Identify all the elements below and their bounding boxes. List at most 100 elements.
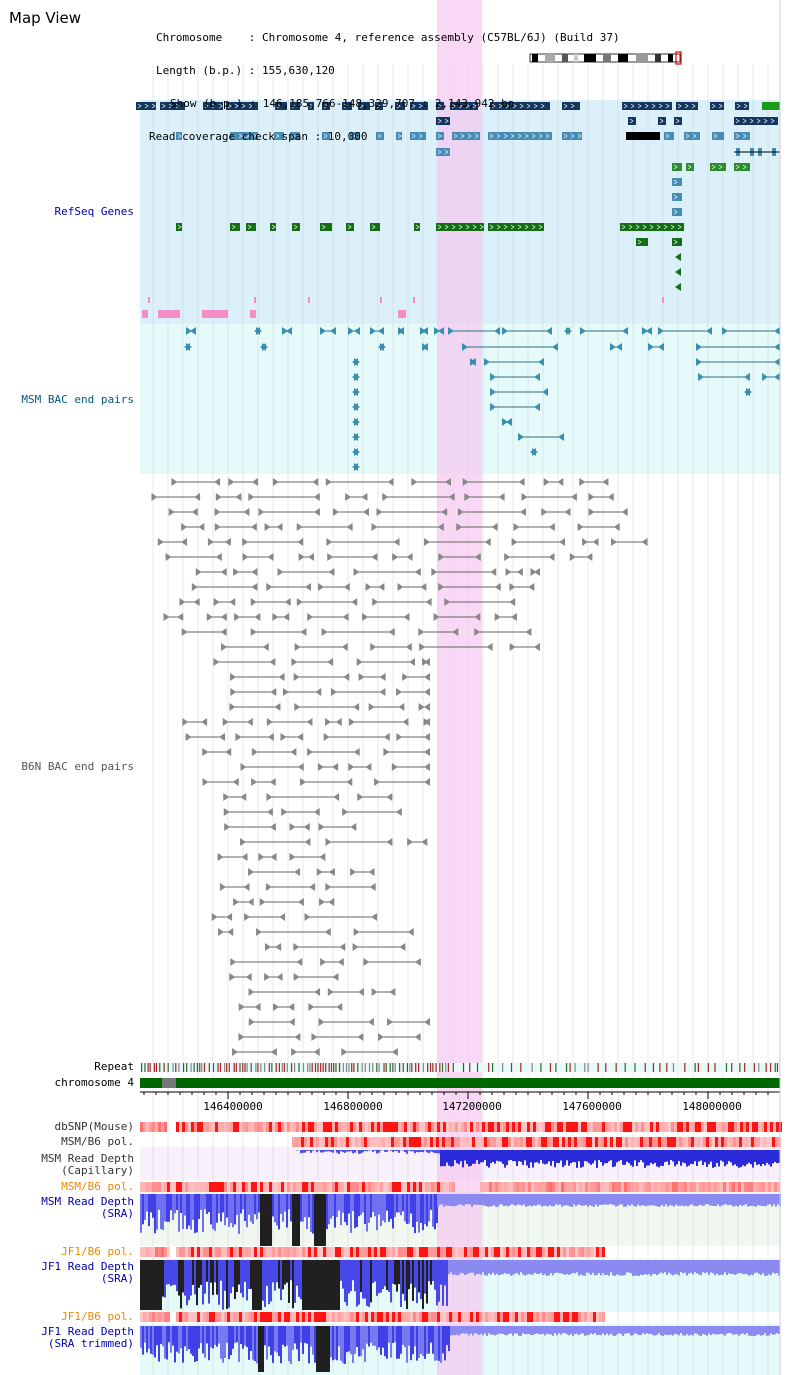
label-b6n-bac[interactable]: B6N BAC end pairs [21, 760, 134, 773]
bac-end-arrow [286, 327, 292, 335]
pol-cell [509, 1312, 512, 1322]
bac-end-arrow [641, 538, 648, 546]
depth-bar [772, 1326, 774, 1335]
gene-strand-mark [234, 103, 239, 109]
label-jf1-depth-trim-1[interactable]: JF1 Read Depth [41, 1325, 134, 1338]
depth-bar [630, 1150, 632, 1166]
pol-cell [353, 1247, 356, 1257]
pol-cell [771, 1182, 774, 1192]
depth-bar [704, 1326, 706, 1335]
refseq-genes[interactable] [136, 102, 780, 318]
depth-bar [250, 1194, 252, 1222]
label-msm-depth-sra-1[interactable]: MSM Read Depth [41, 1195, 134, 1208]
pol-cell [355, 1137, 358, 1147]
bac-end-arrow [217, 853, 224, 861]
gene-strand-mark [323, 103, 328, 109]
chromosome-ideogram[interactable] [529, 51, 682, 65]
bac-end-arrow [491, 523, 498, 531]
bac-end-arrow [437, 523, 444, 531]
depth-bar [697, 1194, 699, 1206]
msm-bac-end-pairs[interactable] [184, 327, 780, 471]
label-jf1-depth-sra-1[interactable]: JF1 Read Depth [41, 1260, 134, 1273]
repeat-element [427, 1063, 429, 1072]
pol-cell [323, 1122, 326, 1132]
label-refseq[interactable]: RefSeq Genes [54, 205, 134, 218]
pol-cell [275, 1122, 278, 1132]
depth-bar [440, 1150, 442, 1167]
depth-bar [753, 1194, 755, 1207]
bac-end-arrow [457, 508, 464, 516]
depth-bar [408, 1326, 410, 1346]
pol-cell [581, 1312, 584, 1322]
depth-bar [774, 1150, 776, 1162]
label-msm-depth-cap-2[interactable]: (Capillary) [61, 1164, 134, 1177]
depth-bar [635, 1194, 637, 1207]
label-msm-b6-pol-2[interactable]: MSM/B6 pol. [61, 1180, 134, 1193]
depth-bar [744, 1260, 746, 1275]
depth-bar [702, 1150, 704, 1165]
gene-strand-mark [677, 103, 682, 109]
repeat-element [697, 1063, 699, 1072]
label-msm-depth-cap-1[interactable]: MSM Read Depth [41, 1152, 134, 1165]
gene-strand-mark [526, 103, 531, 109]
label-jf1-b6-pol-2[interactable]: JF1/B6 pol. [61, 1310, 134, 1323]
pol-cell [358, 1137, 361, 1147]
depth-bar [554, 1326, 556, 1334]
bac-end-arrow [300, 628, 307, 636]
pol-cell [476, 1247, 479, 1257]
depth-bar [633, 1194, 635, 1207]
bac-end-arrow [456, 523, 463, 531]
bac-end-arrow [518, 478, 525, 486]
label-msm-bac[interactable]: MSM BAC end pairs [21, 393, 134, 406]
pol-cell [578, 1122, 581, 1132]
label-jf1-depth-sra-2[interactable]: (SRA) [100, 1272, 134, 1285]
depth-bar [702, 1326, 704, 1334]
pol-cell [359, 1247, 362, 1257]
depth-bar [727, 1194, 729, 1206]
depth-bar [422, 1194, 424, 1231]
depth-bar [246, 1194, 248, 1228]
chromosome-bar[interactable] [140, 1078, 780, 1088]
polymorphism-tracks[interactable] [140, 1122, 782, 1322]
depth-bar [282, 1194, 284, 1222]
bac-end-arrow [326, 538, 333, 546]
gene-strand-mark [177, 133, 182, 139]
pol-cell [143, 1122, 146, 1132]
pol-cell [563, 1247, 566, 1257]
bac-end-arrow [266, 718, 273, 726]
repeat-element [409, 1063, 411, 1072]
depth-bar [570, 1150, 572, 1164]
depth-bar [763, 1194, 765, 1207]
gene-strand-mark [540, 103, 545, 109]
label-dbsnp[interactable]: dbSNP(Mouse) [54, 1120, 134, 1133]
bac-end-arrow [335, 718, 342, 726]
depth-bar [710, 1326, 712, 1336]
read-depth-tracks[interactable] [140, 1150, 781, 1372]
repeat-element [672, 1063, 675, 1072]
label-msm-b6-pol[interactable]: MSM/B6 pol. [61, 1135, 134, 1148]
gene-strand-mark [743, 103, 748, 109]
depth-bar [706, 1326, 708, 1336]
pol-cell [560, 1247, 563, 1257]
depth-bar [608, 1150, 610, 1162]
label-jf1-b6-pol[interactable]: JF1/B6 pol. [61, 1245, 134, 1258]
b6n-bac-end-pairs[interactable] [151, 478, 648, 1056]
label-msm-depth-sra-2[interactable]: (SRA) [100, 1207, 134, 1220]
depth-bar [636, 1260, 638, 1276]
pol-cell [344, 1312, 347, 1322]
depth-bar [580, 1150, 582, 1168]
pol-cell [512, 1247, 515, 1257]
depth-bar [650, 1150, 652, 1163]
depth-bar [402, 1260, 404, 1294]
depth-bar [338, 1260, 340, 1310]
bac-end-arrow [266, 808, 273, 816]
bac-end-arrow [221, 643, 228, 651]
pol-cell [377, 1122, 380, 1132]
repeat-track[interactable] [140, 1063, 780, 1072]
pol-cell [524, 1122, 527, 1132]
label-repeat[interactable]: Repeat [94, 1060, 134, 1073]
depth-bar [238, 1260, 240, 1285]
depth-bar [186, 1260, 188, 1306]
label-jf1-depth-trim-2[interactable]: (SRA trimmed) [47, 1337, 134, 1350]
gene-strand-mark [343, 103, 348, 109]
